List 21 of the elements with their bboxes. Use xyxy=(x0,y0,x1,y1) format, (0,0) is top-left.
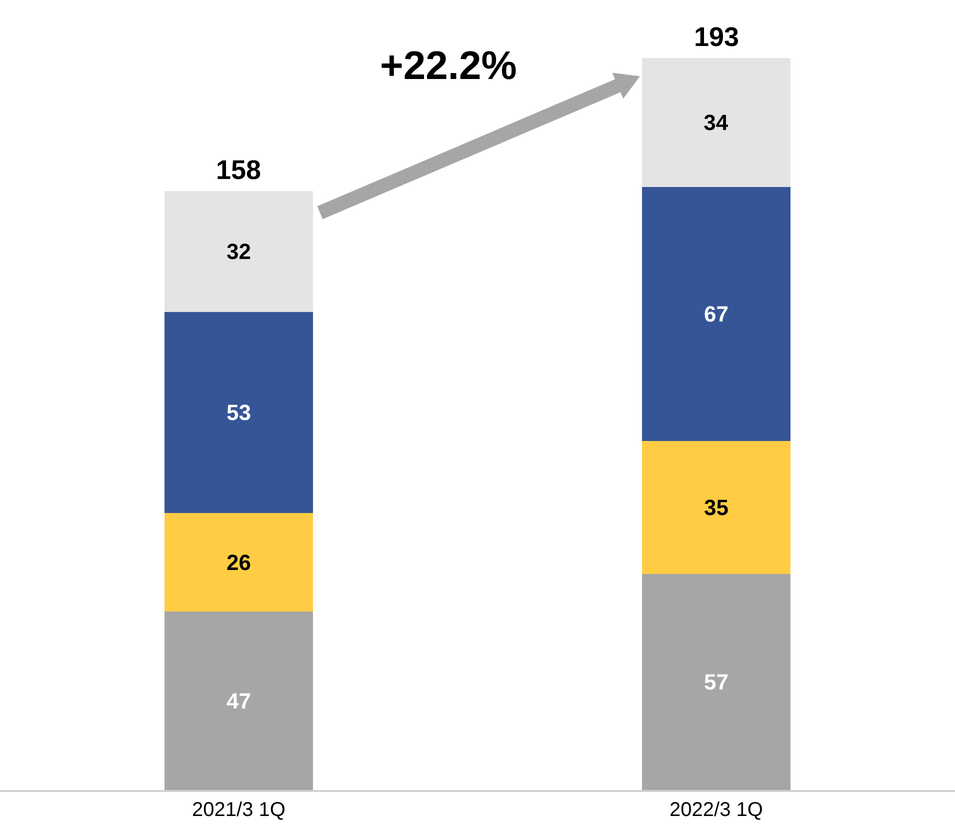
total-label: 158 xyxy=(216,155,262,185)
data-label: 53 xyxy=(226,400,251,426)
annotation: +22.2% xyxy=(380,44,517,88)
data-label: 26 xyxy=(226,550,251,575)
data-label: 57 xyxy=(704,669,728,694)
bar xyxy=(164,190,313,312)
bar xyxy=(164,513,313,612)
bar xyxy=(164,312,313,514)
data-label: 32 xyxy=(226,238,251,264)
x-tick-label: 2022/3 1Q xyxy=(670,799,763,821)
total-label: 193 xyxy=(694,22,740,52)
bar xyxy=(642,58,790,187)
bar xyxy=(642,186,790,442)
bar xyxy=(642,441,790,574)
data-label: 47 xyxy=(226,688,251,714)
bar xyxy=(164,612,313,790)
x-tick-label: 2021/3 1Q xyxy=(192,799,286,821)
data-label: 34 xyxy=(704,110,729,135)
bar xyxy=(642,574,790,790)
data-label: 67 xyxy=(704,302,728,327)
data-label: 35 xyxy=(704,494,728,520)
